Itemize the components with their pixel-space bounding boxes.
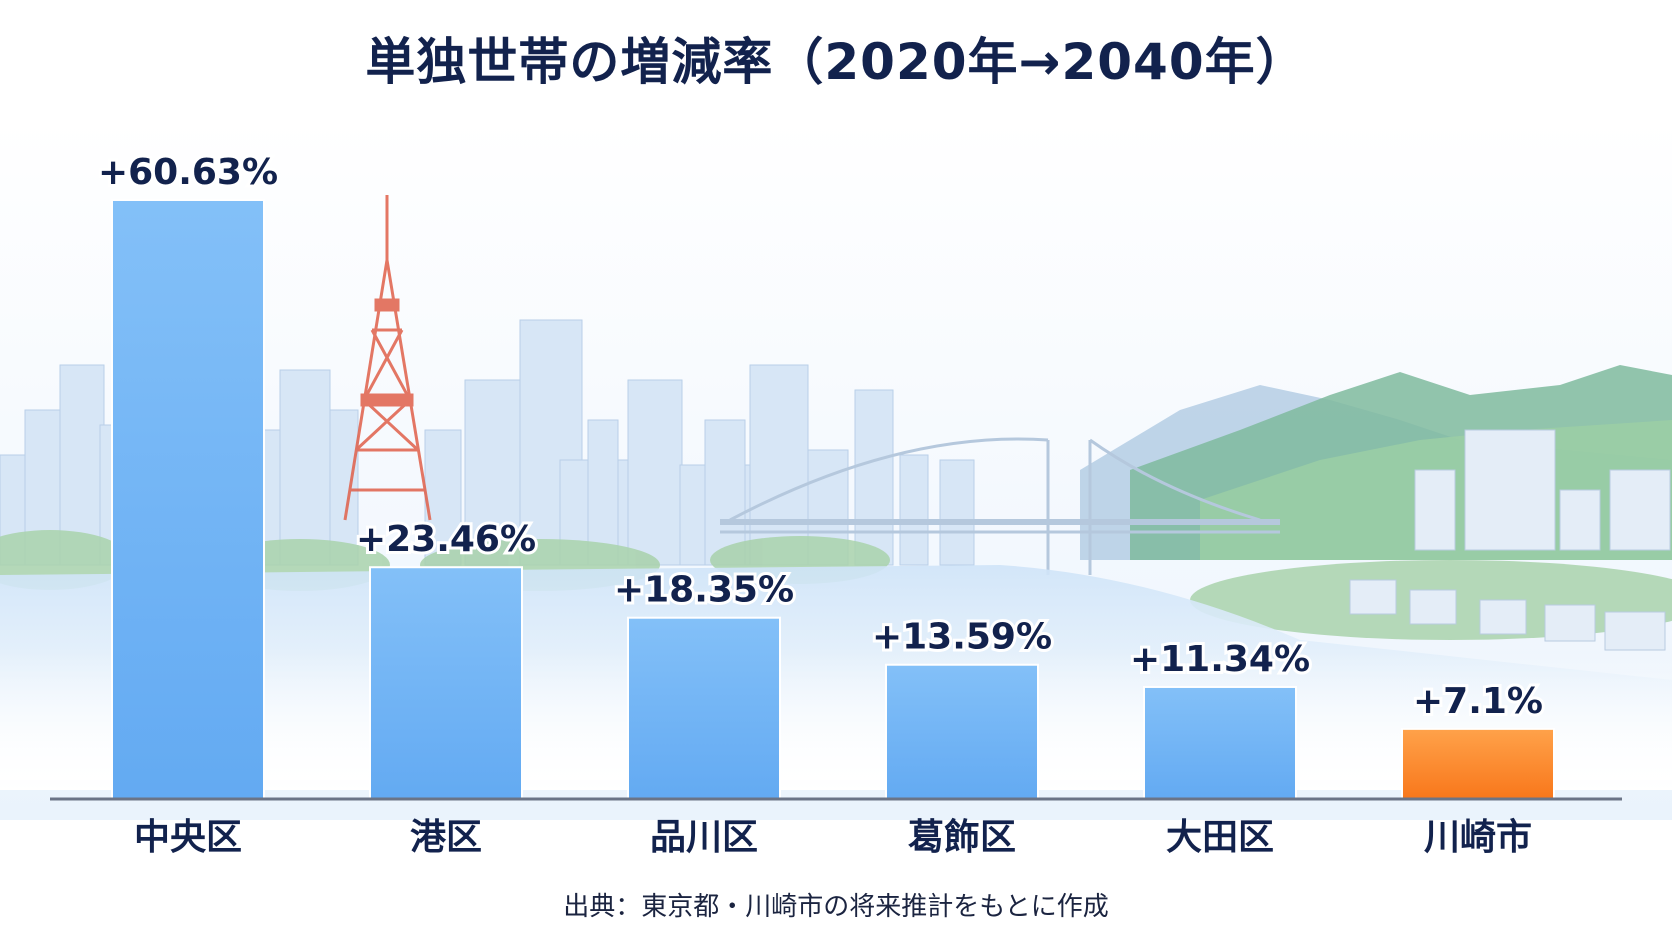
category-label-1: 中央区 bbox=[134, 817, 242, 858]
bar-4 bbox=[885, 663, 1039, 800]
houses-icon bbox=[1349, 429, 1671, 651]
chart-title: 単独世帯の増減率（2020年→2040年） bbox=[365, 33, 1307, 91]
value-label-6: +7.1% bbox=[1413, 681, 1543, 722]
bar-5 bbox=[1143, 685, 1297, 801]
bar-3 bbox=[627, 616, 781, 801]
bar-6 bbox=[1401, 727, 1555, 800]
bridge-icon bbox=[720, 437, 1280, 575]
category-label-3: 品川区 bbox=[650, 817, 758, 858]
source-note: 出典：東京都・川崎市の将来推計をもとに作成 bbox=[563, 892, 1109, 922]
value-label-4: +13.59% bbox=[872, 617, 1052, 658]
tokyo-tower-icon bbox=[343, 195, 432, 521]
bar-1 bbox=[111, 199, 265, 800]
value-label-5: +11.34% bbox=[1130, 639, 1310, 680]
category-label-5: 大田区 bbox=[1166, 817, 1274, 858]
value-label-3: +18.35% bbox=[614, 570, 794, 611]
value-label-2: +23.46% bbox=[356, 519, 536, 560]
bar-2 bbox=[369, 566, 523, 801]
value-label-1: +60.63% bbox=[98, 152, 278, 193]
category-label-2: 港区 bbox=[410, 817, 482, 858]
category-label-6: 川崎市 bbox=[1424, 817, 1532, 858]
category-label-4: 葛飾区 bbox=[908, 817, 1016, 858]
